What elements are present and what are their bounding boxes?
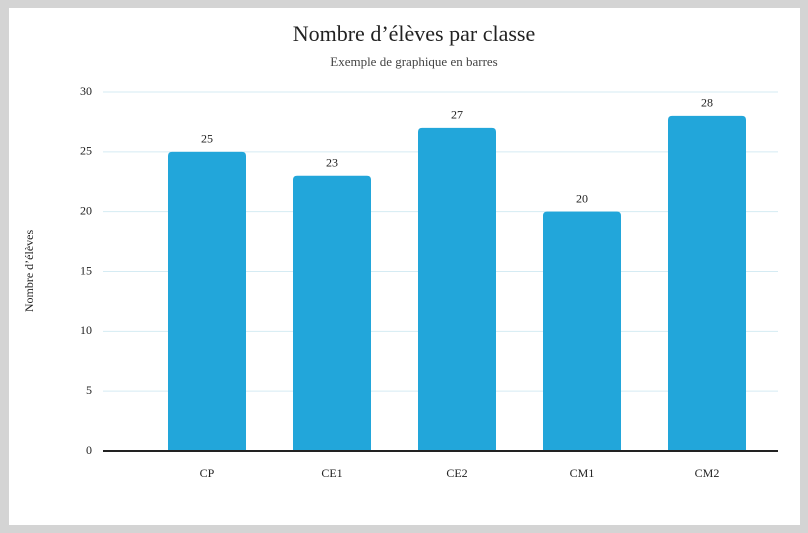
x-tick-label: CM1: [570, 466, 595, 480]
value-label: 23: [326, 156, 338, 170]
value-label: 27: [451, 108, 463, 122]
value-label: 28: [701, 96, 713, 110]
y-tick-label: 5: [86, 383, 92, 397]
x-tick-label: CP: [200, 466, 215, 480]
y-axis-label: Nombre d’élèves: [22, 230, 36, 313]
y-tick-label: 30: [80, 84, 92, 98]
value-label: 20: [576, 191, 588, 205]
y-tick-label: 10: [80, 323, 92, 337]
x-tick-label: CE1: [321, 466, 342, 480]
bar: [668, 115, 746, 451]
chart-title: Nombre d’élèves par classe: [293, 21, 536, 46]
y-tick-label: 20: [80, 203, 92, 217]
y-tick-label: 0: [86, 443, 92, 457]
y-tick-label: 25: [80, 144, 92, 158]
value-label: 25: [201, 132, 213, 146]
x-tick-label: CE2: [446, 466, 467, 480]
bar: [543, 211, 621, 451]
bar: [168, 151, 246, 452]
x-tick-label: CM2: [695, 466, 720, 480]
bar: [293, 175, 371, 451]
bar: [418, 127, 496, 452]
chart-subtitle: Exemple de graphique en barres: [330, 54, 497, 69]
y-tick-label: 15: [80, 263, 92, 277]
